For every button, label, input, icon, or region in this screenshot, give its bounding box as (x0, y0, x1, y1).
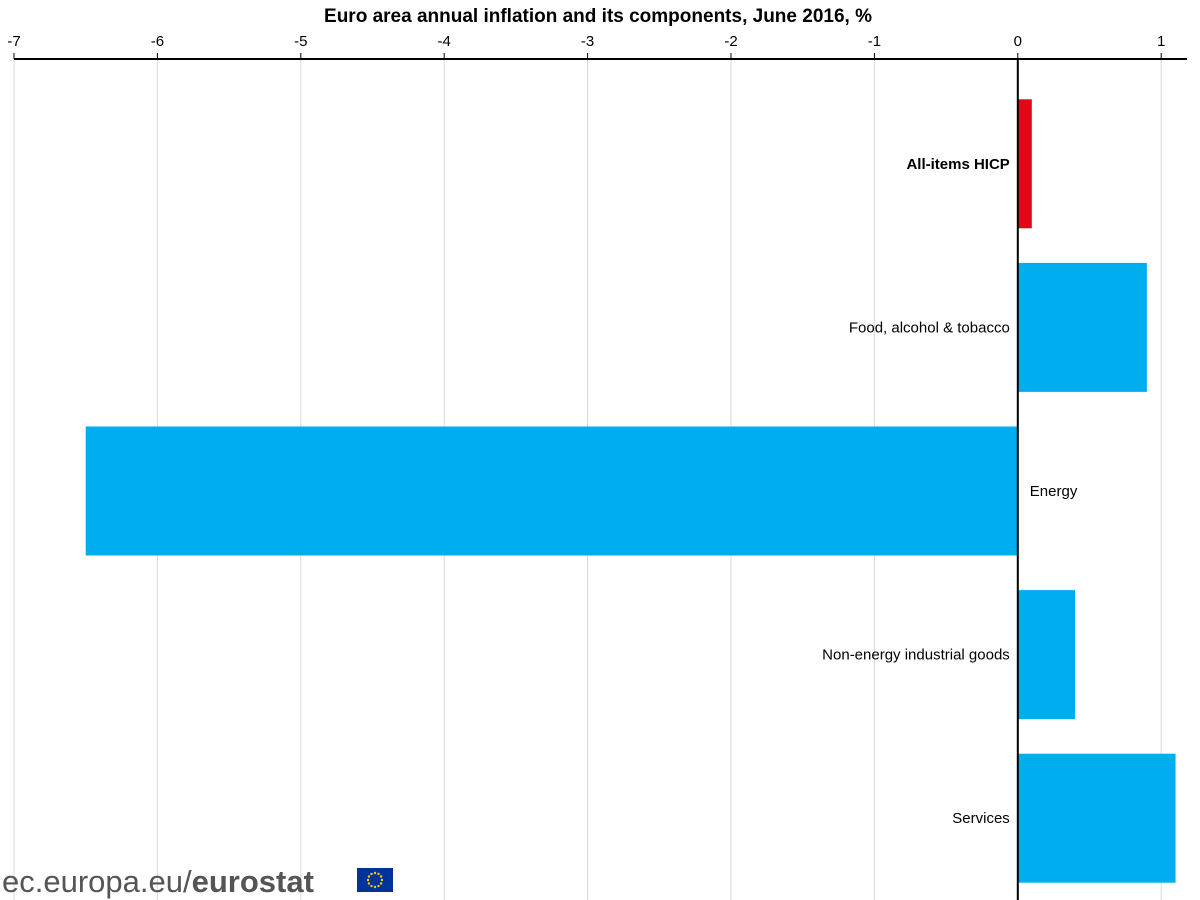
eu-flag-icon (357, 868, 393, 892)
bars (85, 99, 1176, 883)
x-tick-labels: -7 -6 -5 -4 -3 -2 -1 0 1 (7, 33, 1165, 59)
bar (85, 426, 1018, 556)
eu-star (373, 871, 377, 875)
category-label: Food, alcohol & tobacco (849, 319, 1010, 336)
axes (14, 58, 1187, 900)
eu-star (370, 884, 373, 888)
x-tick-label: -4 (438, 33, 451, 50)
category-labels: All-items HICP Food, alcohol & tobacco Ene… (822, 156, 1078, 827)
chart-title: Euro area annual inflation and its compo… (324, 6, 872, 27)
eu-star (380, 878, 384, 882)
eu-star (377, 884, 380, 888)
eu-star (373, 885, 377, 889)
eu-star (379, 882, 383, 885)
x-tick-label: -5 (294, 33, 307, 50)
x-tick-label: -1 (868, 33, 881, 50)
eu-star (370, 872, 373, 876)
x-tick-label: -3 (581, 33, 594, 50)
bar (1017, 590, 1076, 720)
x-tick-label: -6 (151, 33, 164, 50)
eu-star (377, 872, 380, 876)
bar (1017, 262, 1147, 392)
source-brand: eurostat (192, 864, 314, 899)
category-label: All-items HICP (906, 156, 1009, 173)
category-label: Energy (1030, 483, 1078, 500)
eu-star (367, 875, 371, 878)
eu-star (379, 875, 383, 878)
x-tick-label: 0 (1014, 33, 1022, 50)
category-label: Services (952, 810, 1010, 827)
svg-text:ec.europa.eu/eurostat: ec.europa.eu/eurostat (2, 864, 314, 899)
source-prefix: ec.europa.eu/ (2, 864, 192, 899)
bar (1017, 753, 1176, 883)
x-tick-label: -2 (724, 33, 737, 50)
eu-star (366, 878, 370, 882)
category-label: Non-energy industrial goods (822, 647, 1010, 664)
eu-star (367, 882, 371, 885)
bar (1017, 99, 1032, 229)
x-tick-label: -7 (7, 33, 20, 50)
x-tick-label: 1 (1157, 33, 1165, 50)
source-logo: ec.europa.eu/eurostat (2, 864, 393, 899)
